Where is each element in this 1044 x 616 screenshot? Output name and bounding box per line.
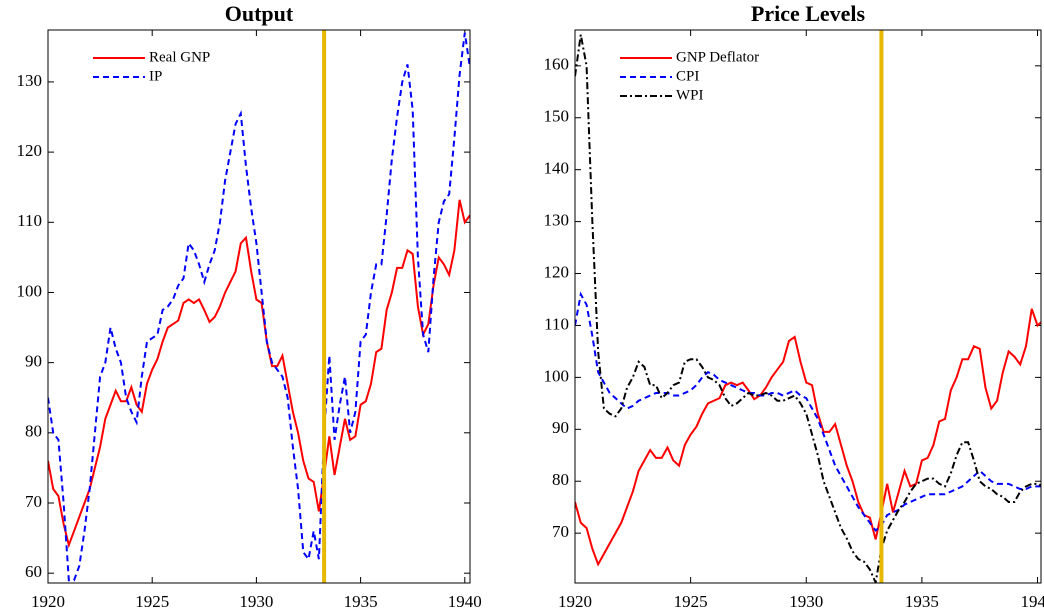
- chart-title: Price Levels: [751, 1, 866, 26]
- legend-label: IP: [149, 68, 162, 84]
- y-tick-label: 140: [544, 159, 570, 178]
- legend-label: WPI: [676, 87, 704, 103]
- y-tick-label: 150: [544, 107, 570, 126]
- series-line: [48, 32, 470, 582]
- x-tick-label: 1935: [344, 592, 378, 611]
- y-tick-label: 130: [544, 211, 570, 230]
- y-tick-label: 110: [17, 211, 42, 230]
- y-tick-label: 120: [544, 262, 570, 281]
- y-tick-label: 90: [552, 418, 569, 437]
- x-tick-label: 1935: [905, 592, 939, 611]
- x-tick-label: 1920: [31, 592, 65, 611]
- y-tick-label: 70: [25, 492, 42, 511]
- x-tick-label: 1930: [789, 592, 823, 611]
- y-tick-label: 80: [25, 422, 42, 441]
- x-tick-label: 1925: [135, 592, 169, 611]
- series-line: [575, 34, 1041, 583]
- x-tick-label: 1940: [448, 592, 482, 611]
- y-tick-label: 100: [544, 366, 570, 385]
- y-tick-label: 90: [25, 352, 42, 371]
- series-line: [48, 199, 470, 549]
- series-line: [575, 308, 1041, 567]
- series-line: [575, 291, 1041, 533]
- y-tick-label: 60: [25, 562, 42, 581]
- legend-label: GNP Deflator: [676, 49, 759, 65]
- legend-label: Real GNP: [149, 49, 210, 65]
- legend-label: CPI: [676, 68, 699, 84]
- x-tick-label: 1940: [1021, 592, 1044, 611]
- y-tick-label: 70: [552, 522, 569, 541]
- plot-frame: [574, 29, 1042, 584]
- y-tick-label: 120: [17, 141, 43, 160]
- y-tick-label: 130: [17, 71, 43, 90]
- plot-frame: [47, 29, 471, 584]
- x-tick-label: 1920: [558, 592, 592, 611]
- y-tick-label: 100: [17, 281, 43, 300]
- x-tick-label: 1930: [239, 592, 273, 611]
- chart-title: Output: [225, 1, 294, 26]
- y-tick-label: 80: [552, 470, 569, 489]
- y-tick-label: 110: [544, 314, 569, 333]
- x-tick-label: 1925: [674, 592, 708, 611]
- y-tick-label: 160: [544, 55, 570, 74]
